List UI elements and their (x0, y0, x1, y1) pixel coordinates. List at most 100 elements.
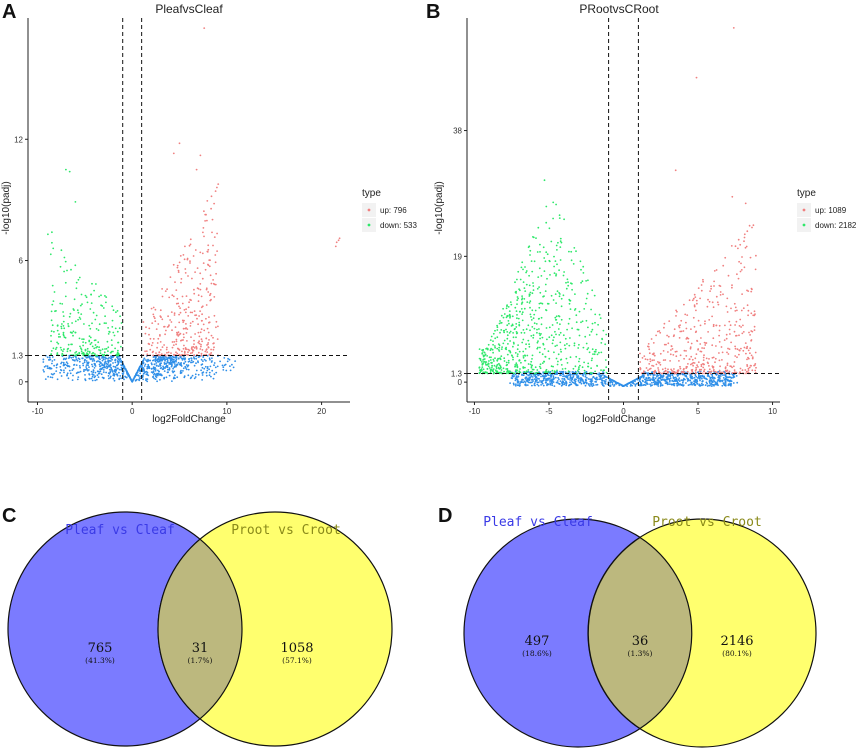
panel-a-point (103, 351, 106, 354)
panel-a-point (77, 318, 79, 321)
panel-b-point (695, 309, 697, 312)
panel-a-point (85, 296, 88, 299)
panel-a-point (162, 365, 165, 368)
panel-b-point (717, 376, 720, 379)
panel-b-point (540, 323, 543, 326)
panel-b-point (525, 328, 528, 331)
panel-a-point (102, 369, 105, 371)
panel-a-point (213, 314, 216, 317)
panel-a-point (76, 359, 79, 362)
panel-a-point (176, 376, 179, 379)
panel-b-point (742, 349, 745, 352)
panel-a-point (106, 340, 109, 343)
panel-b-point (487, 365, 490, 368)
panel-a-point (52, 300, 55, 302)
panel-b-point (503, 339, 506, 342)
panel-a-point (177, 271, 180, 273)
panel-b-point (572, 263, 575, 265)
panel-b-point (516, 278, 518, 281)
panel-b-point (712, 306, 715, 309)
panel-a-point (205, 288, 208, 291)
panel-a-point (174, 356, 177, 359)
panel-b-point (701, 374, 704, 377)
panel-b-point (485, 347, 487, 350)
panel-b-point (558, 269, 560, 272)
panel-a-point (119, 358, 122, 360)
panel-b-point (710, 379, 713, 381)
panel-b-point (590, 308, 592, 311)
panel-b-point (530, 316, 532, 318)
panel-b-point (516, 380, 519, 383)
panel-b-point (699, 368, 701, 371)
panel-a-point (114, 368, 116, 371)
venn-d-label-proot: Proot vs Croot (652, 515, 762, 530)
panel-a-point (189, 352, 192, 355)
panel-b-point (691, 299, 694, 302)
panel-a-point (95, 314, 98, 317)
panel-a-point (108, 330, 111, 333)
panel-b-point (661, 376, 664, 378)
panel-b-point (516, 378, 519, 381)
panel-b-point (532, 282, 534, 284)
panel-b-point (681, 383, 683, 386)
panel-a-point (207, 263, 209, 266)
panel-a-point (206, 251, 209, 253)
panel-a-point (117, 349, 119, 352)
panel-b-point (667, 351, 669, 353)
panel-a-point (195, 314, 198, 316)
panel-b-point (514, 306, 517, 309)
panel-b-point (718, 369, 721, 372)
panel-b-point (714, 383, 717, 385)
panel-b-point (718, 379, 721, 382)
panel-a-point (234, 360, 237, 362)
panel-b-point (746, 289, 748, 292)
panel-b-point (496, 359, 499, 361)
panel-a-point (92, 352, 95, 354)
panel-b-point (686, 366, 688, 368)
panel-a-point (206, 354, 209, 357)
panel-a-point (169, 357, 172, 360)
panel-b-point (539, 367, 542, 370)
panel-a-point (91, 322, 93, 325)
panel-b-point (532, 317, 535, 320)
panel-a-point (205, 374, 208, 377)
panel-b-point (567, 378, 570, 380)
panel-a-point (203, 367, 206, 370)
panel-b-point (712, 366, 715, 368)
panel-a-point (88, 355, 91, 358)
panel-b-point (514, 281, 516, 284)
panel-a-point (161, 356, 164, 358)
panel-b-point (626, 385, 628, 387)
panel-a-point (85, 367, 88, 370)
panel-b-point (664, 359, 667, 361)
panel-a-point (170, 365, 173, 368)
panel-b-point (559, 237, 562, 240)
panel-a-point (94, 353, 96, 355)
panel-a-point (213, 236, 216, 239)
panel-a-point (129, 377, 132, 380)
panel-b-point (711, 375, 714, 378)
panel-b-point (481, 366, 484, 368)
panel-b-point (721, 359, 723, 361)
panel-b-point (525, 343, 527, 346)
panel-b-point (528, 245, 531, 248)
panel-b-point (700, 363, 703, 366)
panel-b-point (579, 260, 582, 263)
panel-b-point (494, 329, 496, 332)
panel-a-point (120, 322, 123, 324)
panel-b-point (530, 366, 533, 369)
panel-a-point (191, 374, 194, 377)
panel-a-point (64, 260, 67, 263)
panel-b-point (645, 367, 648, 369)
panel-b-point (543, 257, 546, 259)
panel-b-point (585, 370, 588, 373)
panel-b-point (490, 347, 492, 350)
panel-a-point (96, 354, 99, 357)
panel-a-point (185, 323, 187, 325)
panel-b-point (715, 269, 718, 271)
panel-b-point (634, 383, 637, 386)
panel-b-point (734, 310, 737, 312)
panel-b-point (678, 337, 681, 339)
panel-a-point (176, 331, 178, 334)
panel-b-point (632, 382, 635, 385)
